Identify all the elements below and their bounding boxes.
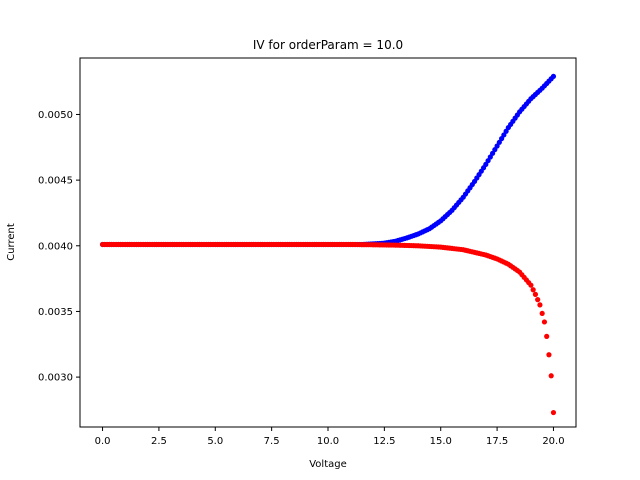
x-tick-label: 2.5 (151, 436, 167, 447)
data-point (530, 287, 536, 293)
data-point (535, 297, 541, 303)
y-axis-label: Current (6, 223, 17, 261)
series-1-points (99, 241, 557, 416)
y-tick-label: 0.0045 (38, 176, 73, 187)
y-tick-label: 0.0040 (38, 241, 73, 252)
series-0-points (99, 73, 557, 248)
data-point (541, 319, 548, 325)
x-tick-label: 17.5 (486, 436, 508, 447)
data-point (550, 73, 557, 79)
data-point (544, 333, 550, 339)
plot-area (99, 73, 557, 416)
y-tick-label: 0.0030 (38, 373, 73, 384)
x-tick-label: 7.5 (264, 436, 280, 447)
data-point (537, 302, 543, 308)
x-tick-label: 10.0 (317, 436, 339, 447)
x-tick-label: 20.0 (542, 436, 564, 447)
x-tick-label: 0.0 (95, 436, 111, 447)
data-point (528, 282, 534, 288)
chart-title: IV for orderParam = 10.0 (253, 38, 403, 52)
x-tick-label: 5.0 (207, 436, 223, 447)
x-tick-label: 12.5 (373, 436, 395, 447)
y-axis: 0.0030 0.0035 0.0040 0.0045 0.0050 (38, 110, 80, 384)
x-tick-label: 15.0 (430, 436, 452, 447)
x-axis-label: Voltage (309, 459, 347, 470)
data-point (532, 291, 539, 297)
data-point (546, 352, 552, 358)
y-tick-label: 0.0050 (38, 110, 73, 121)
data-point (550, 409, 557, 416)
data-point (539, 310, 545, 317)
x-axis: 0.0 2.5 5.0 7.5 10.0 12.5 15.0 17.5 20.0 (95, 427, 565, 447)
data-point (548, 373, 554, 379)
y-tick-label: 0.0035 (38, 307, 73, 318)
